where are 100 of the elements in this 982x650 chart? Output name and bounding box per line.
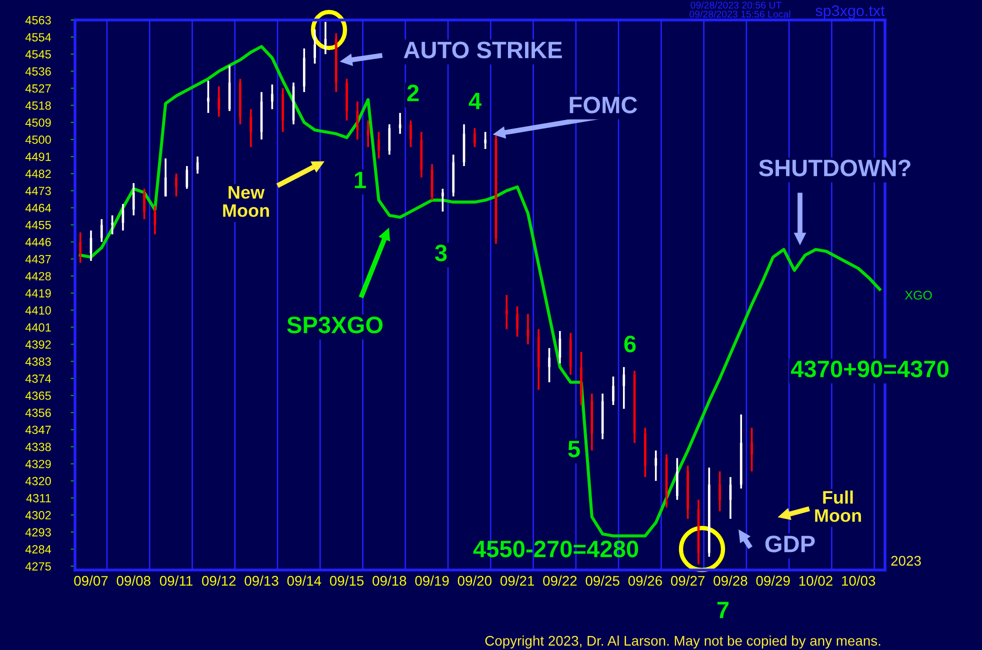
candlestick xyxy=(505,294,508,330)
y-tick-label: 4437 xyxy=(25,255,51,264)
candlestick xyxy=(686,464,689,520)
annotation: SHUTDOWN? xyxy=(758,160,910,176)
candlestick xyxy=(164,158,167,198)
x-tick-label: 09/28 xyxy=(714,576,748,586)
candlestick xyxy=(218,85,220,118)
annotation: 6 xyxy=(624,336,636,352)
candlestick xyxy=(718,470,721,512)
y-tick-label: 4275 xyxy=(25,562,51,571)
candlestick xyxy=(346,78,348,122)
y-tick-label: 4293 xyxy=(25,528,51,536)
y-tick-label: 4500 xyxy=(25,136,51,144)
y-tick-label: 4527 xyxy=(25,84,51,93)
y-tick-label: 4455 xyxy=(25,220,51,230)
y-tick-label: 4419 xyxy=(25,289,51,298)
candlestick xyxy=(378,130,380,160)
candlestick xyxy=(388,123,391,156)
candlestick xyxy=(366,120,370,148)
annotation: 1 xyxy=(354,172,366,188)
y-tick-label: 4401 xyxy=(25,323,51,332)
y-tick-label: 4536 xyxy=(25,67,51,76)
x-tick-label: 09/27 xyxy=(670,576,705,586)
text: 09/28/2023 20:56 UT xyxy=(690,1,782,9)
x-tick-label: 09/21 xyxy=(500,576,534,586)
candlestick xyxy=(654,450,658,482)
candlestick xyxy=(143,188,146,220)
candlestick xyxy=(239,78,242,126)
y-tick-label: 4482 xyxy=(25,170,51,178)
y-tick-label: 4356 xyxy=(25,408,51,417)
candlestick xyxy=(484,130,486,150)
y-tick-label: 4284 xyxy=(25,545,52,554)
candlestick xyxy=(175,172,178,198)
candlestick xyxy=(644,426,646,478)
y-tick-label: 4392 xyxy=(25,340,51,349)
y-tick-label: 4428 xyxy=(25,272,51,280)
text: Copyright 2023, Dr. Al Larson. May not be copied by any means. xyxy=(485,636,880,648)
annotation: 4370+90=4370 xyxy=(790,360,948,378)
candlestick xyxy=(271,84,274,110)
candlestick xyxy=(442,188,444,212)
x-tick-label: 09/08 xyxy=(116,576,150,586)
x-tick-label: 09/29 xyxy=(756,576,790,586)
annotation: SP3XGO xyxy=(287,316,383,334)
y-tick-label: 4473 xyxy=(25,186,51,196)
candlestick xyxy=(207,80,210,114)
candlestick xyxy=(622,366,626,410)
x-tick-label: 09/19 xyxy=(415,576,449,586)
annotation: 4 xyxy=(468,92,482,110)
candlestick xyxy=(314,28,316,65)
text: 7 xyxy=(717,602,729,618)
x-tick-label: 09/15 xyxy=(330,576,364,586)
candlestick xyxy=(410,120,412,148)
annotation: AUTO STRIKE xyxy=(404,42,562,58)
annotation: FOMC xyxy=(570,96,638,114)
candlestick xyxy=(282,87,284,133)
y-tick-label: 4347 xyxy=(25,426,51,434)
y-tick-label: 4365 xyxy=(25,392,51,400)
text: 2023 xyxy=(891,556,921,566)
candlestick xyxy=(676,457,678,501)
text: sp3xgo.txt xyxy=(816,5,885,20)
x-tick-label: 09/14 xyxy=(287,576,322,586)
text: XGO xyxy=(904,290,932,300)
candlestick xyxy=(111,214,114,236)
candlestick xyxy=(132,182,135,216)
annotation: 3 xyxy=(434,244,447,262)
y-tick-label: 4446 xyxy=(25,238,51,246)
y-tick-label: 4410 xyxy=(25,306,51,315)
candlestick xyxy=(186,165,188,190)
candlestick xyxy=(196,156,199,175)
y-tick-label: 4338 xyxy=(25,442,51,452)
candlestick xyxy=(516,305,518,338)
y-tick-label: 4302 xyxy=(25,511,51,520)
y-tick-label: 4563 xyxy=(25,16,51,24)
y-tick-label: 4374 xyxy=(25,374,52,383)
candlestick xyxy=(580,350,582,406)
annotation: 2 xyxy=(407,84,419,102)
annotation: Full Moon xyxy=(815,490,861,522)
y-tick-label: 4554 xyxy=(25,33,52,42)
candlestick xyxy=(750,426,753,472)
candlestick xyxy=(548,347,550,384)
x-tick-label: 09/25 xyxy=(586,576,620,586)
x-tick-label: 09/18 xyxy=(372,576,406,586)
x-tick-label: 09/11 xyxy=(160,576,192,586)
x-tick-label: 09/26 xyxy=(628,576,662,586)
candlestick xyxy=(100,218,103,243)
annotation: New Moon xyxy=(223,186,269,217)
y-tick-label: 4464 xyxy=(25,204,52,212)
x-tick-label: 10/02 xyxy=(799,576,832,586)
y-tick-label: 4545 xyxy=(25,50,51,59)
y-tick-label: 4518 xyxy=(25,101,51,110)
y-tick-label: 4383 xyxy=(25,357,51,366)
y-tick-label: 4491 xyxy=(25,152,51,161)
annotation: 5 xyxy=(568,440,580,458)
annotation: GDP xyxy=(765,536,815,552)
candlestick xyxy=(79,232,82,264)
y-tick-label: 4311 xyxy=(26,494,51,502)
y-tick-label: 4509 xyxy=(25,118,51,127)
x-tick-label: 10/03 xyxy=(842,576,876,586)
candlestick xyxy=(612,376,614,406)
y-tick-label: 4329 xyxy=(25,460,51,468)
